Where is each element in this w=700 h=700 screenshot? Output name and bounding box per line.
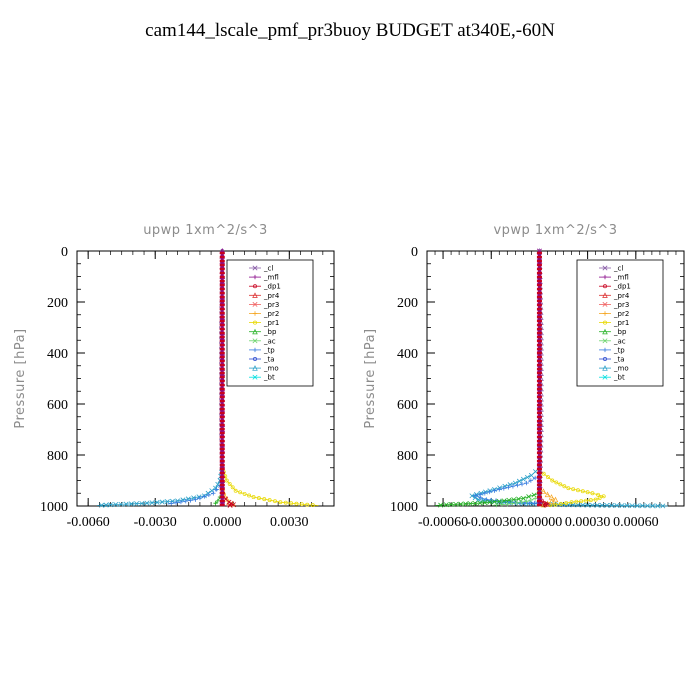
chart-2-xtick-label: 0.00000 [517,515,563,530]
chart-2-legend-item: _pr3 [599,301,629,309]
chart-1-legend-item: _pr2 [249,310,279,318]
chart-2-ytick-label: 0 [411,245,418,260]
chart-1-legend-item: _pr4 [249,292,280,300]
chart-1-legend-label: _mfl [263,274,279,282]
chart-2-xtick-label: 0.00030 [565,515,611,530]
chart-1-series-pr1 [220,465,319,508]
chart-1-legend-box [226,259,314,387]
chart-1-legend-item: _mfl [249,274,279,282]
chart-1-ytick-label: 1000 [40,500,68,515]
chart-2-legend-item: _mo [599,365,629,373]
chart-1-legend-item: _dp1 [249,283,281,291]
chart-1-title: upwp 1xm^2/s^3 [143,223,268,238]
chart-2-zero-profile [536,251,542,507]
chart-2-legend-label: _mfl [613,274,629,282]
chart-2-legend-label: _ta [613,356,625,364]
chart-2-series-bp [435,490,542,508]
chart-1-legend: _cl_mfl_dp1_pr4_pr3_pr2_pr1_bp_ac_tp_ta_… [226,259,314,387]
chart-1-ytick-label: 600 [47,398,68,413]
chart-2-ylabel: Pressure [hPa] [363,328,378,428]
chart-1-legend-label: _bp [263,328,277,336]
chart-2-ytick-label: 600 [397,398,418,413]
chart-1-ylabel: Pressure [hPa] [13,328,28,428]
chart-2-legend-box [576,259,664,387]
chart-1-ytick-label: 800 [47,449,68,464]
chart-2-legend-label: _bp [613,328,627,336]
chart-2-legend-item: _pr4 [599,292,630,300]
chart-1-legend-label: _pr1 [263,319,279,327]
chart-1-legend-item: _mo [249,365,279,373]
chart-2-legend-label: _tp [613,346,625,354]
chart-1-xtick-label: -0.0060 [67,515,110,530]
chart-1-legend-item: _tp [249,346,275,354]
chart-2-ytick-label: 1000 [390,500,418,515]
chart-2-legend-label: _mo [613,365,629,373]
chart-1-xtick-label: 0.0030 [270,515,309,530]
chart-2-legend-label: _pr2 [613,310,629,318]
chart-1-xtick-label: -0.0030 [134,515,177,530]
chart-1-legend-label: _ta [263,356,275,364]
chart-1-ytick-label: 0 [61,245,68,260]
chart-1-legend-label: _mo [263,365,279,373]
chart-1-legend-label: _ac [263,337,276,345]
chart-1-legend-label: _pr2 [263,310,279,318]
chart-1-series-mo [97,465,225,508]
chart-1-legend-item: _pr1 [249,319,279,327]
chart-2-series-pr1 [537,468,606,508]
chart-2-legend-label: _bt [613,374,625,382]
chart-2-legend-item: _bt [599,374,625,382]
chart-2-legend-item: _tp [599,346,625,354]
chart-2-title: vpwp 1xm^2/s^3 [493,223,617,238]
chart-2-legend-label: _pr3 [613,301,629,309]
chart-1-xtick-label: 0.0000 [203,515,242,530]
chart-2-ytick-label: 800 [397,449,418,464]
page-title: cam144_lscale_pmf_pr3buoy BUDGET at340E,… [145,20,555,41]
chart-2-ytick-label: 400 [397,347,418,362]
chart-2-legend: _cl_mfl_dp1_pr4_pr3_pr2_pr1_bp_ac_tp_ta_… [576,259,664,387]
chart-1-legend-item: _ac [249,337,276,345]
chart-1-zero-profile [219,251,225,507]
chart-2-legend-item: _bp [599,328,627,336]
chart-2-xtick-label: -0.00060 [418,515,468,530]
chart-2-ytick-label: 200 [397,296,418,311]
chart-2-legend-item: _cl [599,265,623,273]
chart-2-legend-item: _pr1 [599,319,629,327]
chart-1-legend-item: _bp [249,328,277,336]
chart-2-legend-label: _pr1 [613,319,629,327]
chart-2-xtick-label: -0.00030 [466,515,516,530]
chart-2-legend-label: _dp1 [613,283,631,291]
chart-2-legend-label: _cl [613,265,623,273]
chart-2-legend-label: _pr4 [613,292,630,300]
chart-2-legend-item: _pr2 [599,310,629,318]
chart-1-legend-item: _ta [249,356,275,364]
chart-1-legend-label: _pr3 [263,301,279,309]
chart-1-legend-label: _tp [263,346,275,354]
chart-1-ytick-label: 400 [47,347,68,362]
chart-1-legend-item: _bt [249,374,275,382]
chart-1-legend-label: _dp1 [263,283,281,291]
chart-2-legend-label: _ac [613,337,626,345]
chart-2-legend-item: _mfl [599,274,629,282]
chart-2-legend-item: _ta [599,356,625,364]
chart-1-legend-item: _pr3 [249,301,279,309]
chart-1-legend-label: _cl [263,265,273,273]
chart-1-legend-label: _bt [263,374,275,382]
chart-1-legend-label: _pr4 [263,292,280,300]
chart-2-legend-item: _ac [599,337,626,345]
chart-1-ytick-label: 200 [47,296,68,311]
chart-2-xtick-label: 0.00060 [613,515,659,530]
chart-1-legend-item: _cl [249,265,273,273]
chart-2-legend-item: _dp1 [599,283,631,291]
